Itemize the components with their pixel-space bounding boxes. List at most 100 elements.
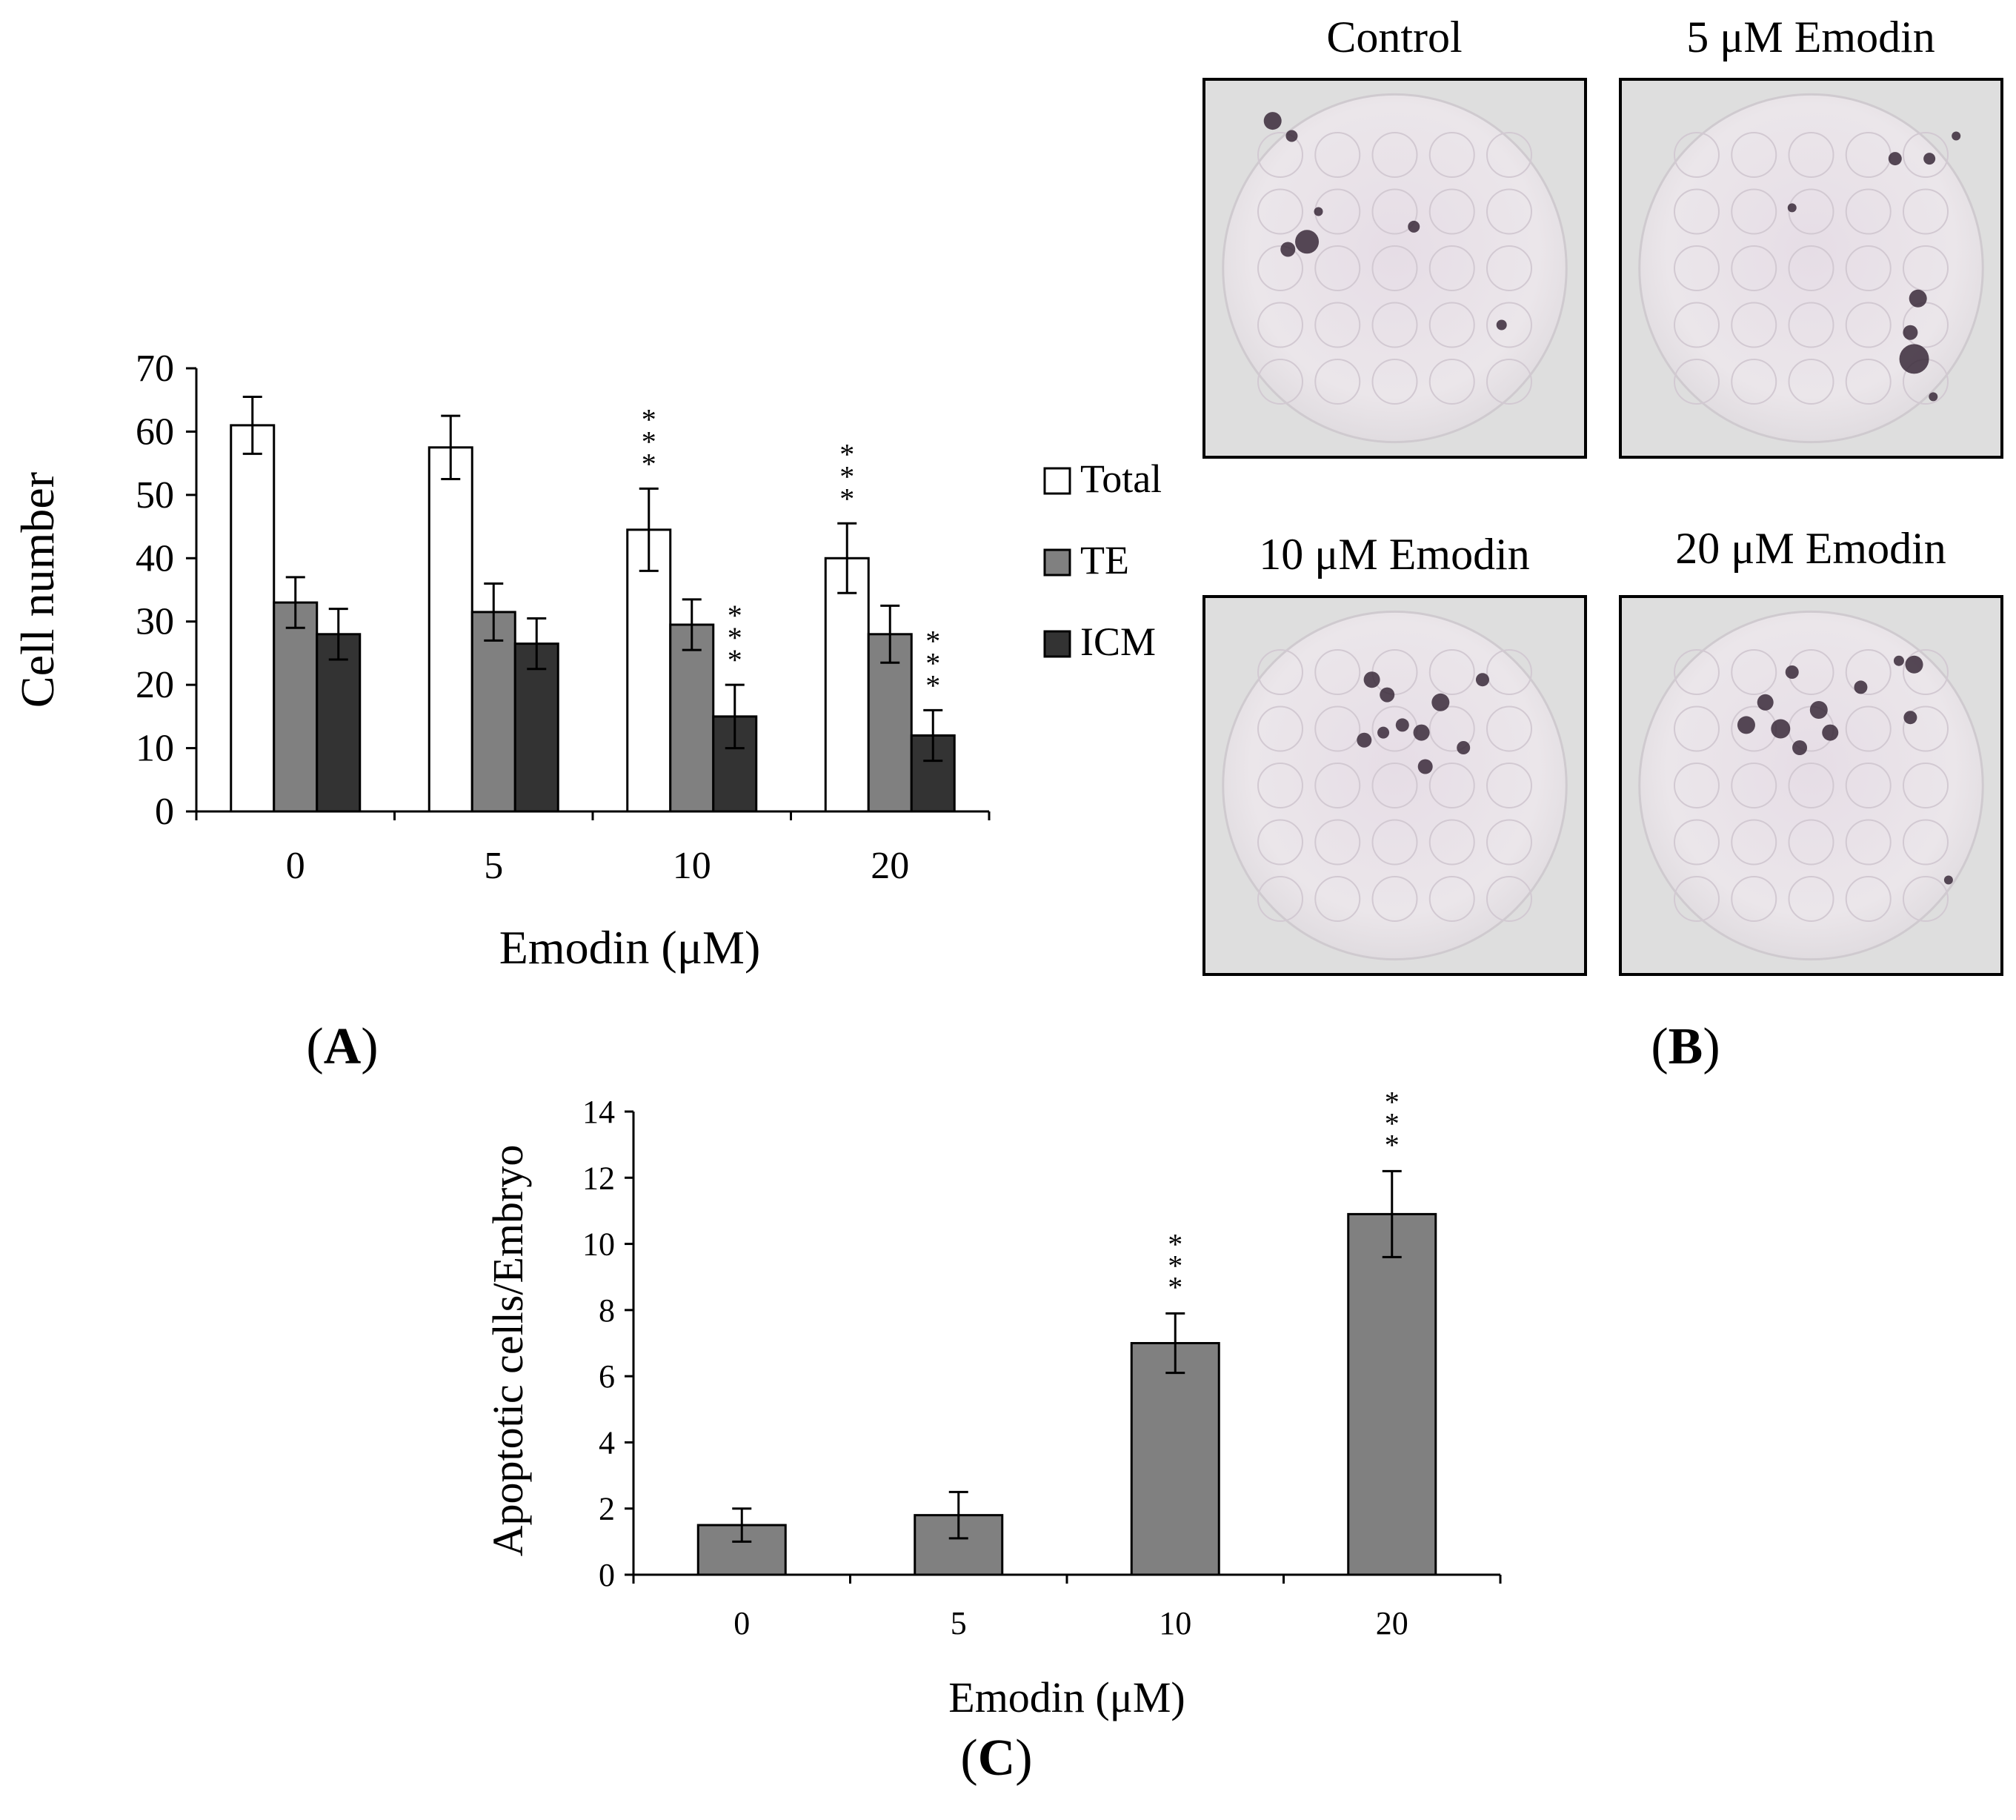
- apoptotic-nucleus: [1380, 687, 1395, 703]
- cell-outline: [1371, 245, 1418, 291]
- cell-outline: [1371, 302, 1418, 348]
- legend-label-icm: ICM: [1080, 620, 1156, 664]
- x-tick-label: 10: [673, 845, 711, 887]
- significance-mark: *: [1168, 1227, 1182, 1261]
- cell-outline: [1257, 876, 1303, 922]
- x-tick-label: 0: [286, 845, 305, 887]
- image-title: 20 μM Emodin: [1675, 524, 1946, 573]
- significance-mark: *: [925, 668, 940, 702]
- y-tick-label: 30: [136, 601, 174, 643]
- apoptotic-nucleus: [1408, 220, 1420, 233]
- apoptotic-nucleus: [1822, 724, 1839, 741]
- apoptotic-nucleus: [1903, 711, 1917, 725]
- cell-outline: [1257, 302, 1303, 348]
- cell-outline: [1674, 705, 1720, 752]
- panel-label-c: (C): [960, 1730, 1032, 1787]
- legend-swatch-icm: [1043, 630, 1071, 658]
- embryo-shape: [1638, 610, 1984, 961]
- cell-outline: [1371, 132, 1418, 178]
- cell-outline: [1903, 763, 1949, 808]
- significance-mark: *: [642, 447, 656, 480]
- cell-outline: [1674, 649, 1720, 695]
- apoptotic-nucleus: [1757, 694, 1774, 711]
- cell-outline: [1371, 876, 1418, 922]
- cell-outline: [1903, 819, 1949, 866]
- y-tick-label: 2: [599, 1491, 615, 1527]
- x-tick-label: 5: [484, 845, 503, 887]
- cell-outline: [1314, 763, 1361, 808]
- apoptotic-nucleus: [1888, 152, 1902, 166]
- bar-te: [669, 623, 715, 813]
- bar-total: [230, 424, 276, 813]
- cell-outline: [1845, 245, 1892, 291]
- y-tick-label: 14: [582, 1094, 615, 1130]
- cell-outline: [1788, 763, 1834, 808]
- y-tick-label: 4: [599, 1424, 615, 1461]
- apoptotic-nucleus: [1929, 392, 1938, 402]
- image-title: Control: [1326, 13, 1462, 62]
- bar-te: [470, 611, 516, 813]
- apoptotic-nucleus: [1923, 153, 1936, 165]
- cell-outline: [1314, 649, 1361, 695]
- cell-outline: [1788, 302, 1834, 348]
- y-tick-label: 0: [599, 1557, 615, 1593]
- cell-outline: [1428, 819, 1475, 866]
- significance-mark: *: [1168, 1249, 1182, 1282]
- cell-outline: [1903, 132, 1949, 178]
- cell-outline: [1903, 188, 1949, 235]
- image-panel-b: Control 5 μM Emodin 10 μM Emodin 20 μM Emod…: [1202, 13, 2003, 976]
- cell-outline: [1314, 876, 1361, 922]
- significance-mark: *: [728, 599, 742, 632]
- cell-outline: [1257, 819, 1303, 866]
- legend-swatch-total: [1043, 467, 1071, 495]
- y-axis-label: Apoptotic cells/Embryo: [484, 1145, 532, 1557]
- cell-outline: [1314, 359, 1361, 405]
- y-tick-label: 20: [136, 664, 174, 706]
- bar: [1347, 1212, 1437, 1576]
- cell-outline: [1674, 359, 1720, 405]
- y-tick-label: 70: [136, 348, 174, 390]
- cell-outline: [1674, 132, 1720, 178]
- apoptotic-nucleus: [1314, 207, 1323, 216]
- cell-outline: [1314, 132, 1361, 178]
- apoptotic-nucleus: [1295, 230, 1320, 254]
- cell-outline: [1674, 188, 1720, 235]
- apoptotic-nucleus: [1809, 701, 1828, 719]
- apoptotic-nucleus: [1792, 740, 1808, 755]
- bar-total: [428, 446, 473, 813]
- apoptotic-nucleus: [1496, 319, 1507, 331]
- cell-outline: [1845, 188, 1892, 235]
- cell-outline: [1371, 819, 1418, 866]
- significance-mark: *: [925, 624, 940, 657]
- apoptotic-nucleus: [1899, 344, 1929, 374]
- apoptotic-nucleus: [1903, 325, 1918, 340]
- cell-outline: [1903, 245, 1949, 291]
- x-tick-label: 20: [1376, 1605, 1408, 1641]
- significance-mark: *: [642, 402, 656, 436]
- cell-outline: [1731, 763, 1777, 808]
- cell-outline: [1788, 245, 1834, 291]
- cell-outline: [1674, 763, 1720, 808]
- panel-label-a: (A): [306, 1018, 378, 1075]
- cell-outline: [1257, 705, 1303, 752]
- cell-outline: [1257, 649, 1303, 695]
- significance-mark: *: [839, 482, 854, 515]
- x-tick-label: 10: [1159, 1605, 1191, 1641]
- apoptotic-nucleus: [1417, 759, 1433, 774]
- y-axis-label: Cell number: [11, 472, 64, 708]
- cell-outline: [1731, 132, 1777, 178]
- bar-total: [824, 557, 870, 813]
- apoptotic-nucleus: [1909, 289, 1927, 308]
- x-axis-label: Emodin (μM): [499, 921, 761, 974]
- apoptotic-nucleus: [1395, 718, 1409, 732]
- apoptotic-nucleus: [1737, 716, 1755, 734]
- x-tick-label: 20: [871, 845, 909, 887]
- cell-outline: [1731, 876, 1777, 922]
- cell-outline: [1371, 188, 1418, 235]
- cell-outline: [1788, 359, 1834, 405]
- cell-outline: [1486, 359, 1532, 405]
- y-tick-label: 6: [599, 1358, 615, 1395]
- bar-icm: [513, 642, 559, 813]
- cell-outline: [1257, 132, 1303, 178]
- significance-mark: *: [925, 646, 940, 680]
